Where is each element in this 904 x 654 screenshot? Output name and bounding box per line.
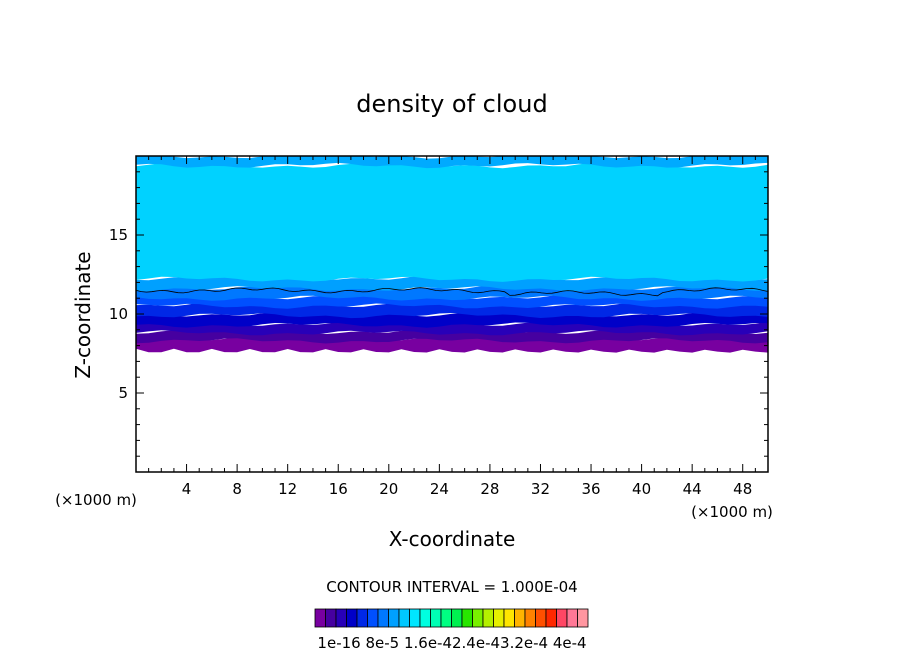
y-unit-label: (×1000 m) (55, 491, 137, 509)
colorbar-tick-labels: 1e-16 8e-5 1.6e-42.4e-43.2e-4 4e-4 (317, 634, 586, 652)
colorbar-swatch (556, 608, 568, 628)
colorbar-swatch (314, 608, 326, 628)
colorbar-swatch (535, 608, 547, 628)
y-tick-label: 10 (109, 305, 128, 323)
colorbar-swatch (377, 608, 389, 628)
y-tick-label: 15 (109, 226, 128, 244)
colorbar (314, 608, 589, 628)
colorbar-swatch (472, 608, 484, 628)
colorbar-swatch (440, 608, 452, 628)
colorbar-swatch (356, 608, 368, 628)
x-unit-label: (×1000 m) (691, 503, 773, 521)
x-tick-label: 40 (632, 480, 651, 498)
contour-layer (136, 284, 768, 301)
colorbar-swatch (451, 608, 463, 628)
colorbar-swatch (461, 608, 473, 628)
colorbar-swatch (367, 608, 379, 628)
colorbar-swatch (514, 608, 526, 628)
colorbar-swatch (493, 608, 505, 628)
contour-layer (136, 156, 768, 169)
plot-area (135, 156, 769, 353)
y-axis-ticks: 5 10 15 (109, 171, 768, 457)
colorbar-swatch (577, 608, 589, 628)
colorbar-swatch (545, 608, 557, 628)
contour-line (135, 287, 769, 297)
colorbar-swatch (388, 608, 400, 628)
x-tick-label: 8 (232, 480, 242, 498)
x-tick-label: 4 (182, 480, 192, 498)
x-tick-label: 36 (581, 480, 600, 498)
colorbar-swatch (335, 608, 347, 628)
y-axis-label: Z-coordinate (71, 251, 95, 378)
contour-interval-label: CONTOUR INTERVAL = 1.000E-04 (326, 578, 577, 596)
contour-layer (136, 163, 768, 282)
x-tick-label: 44 (683, 480, 702, 498)
colorbar-swatch (430, 608, 442, 628)
colorbar-swatch (325, 608, 337, 628)
colorbar-swatch (566, 608, 578, 628)
colorbar-swatch (503, 608, 515, 628)
x-tick-label: 48 (733, 480, 752, 498)
x-tick-label: 32 (531, 480, 550, 498)
x-tick-label: 20 (379, 480, 398, 498)
x-tick-label: 24 (430, 480, 449, 498)
x-tick-label: 28 (480, 480, 499, 498)
colorbar-swatch (482, 608, 494, 628)
colorbar-swatch (346, 608, 358, 628)
x-axis-label: X-coordinate (389, 527, 516, 551)
colorbar-swatch (419, 608, 431, 628)
x-tick-label: 16 (329, 480, 348, 498)
x-tick-label: 12 (278, 480, 297, 498)
colorbar-swatch (524, 608, 536, 628)
y-tick-label: 5 (118, 384, 128, 402)
x-axis-ticks: 4 8 12 16 20 24 28 32 36 40 44 48 (148, 156, 756, 498)
colorbar-swatch (409, 608, 421, 628)
chart-title: density of cloud (356, 90, 547, 118)
colorbar-swatch (398, 608, 410, 628)
